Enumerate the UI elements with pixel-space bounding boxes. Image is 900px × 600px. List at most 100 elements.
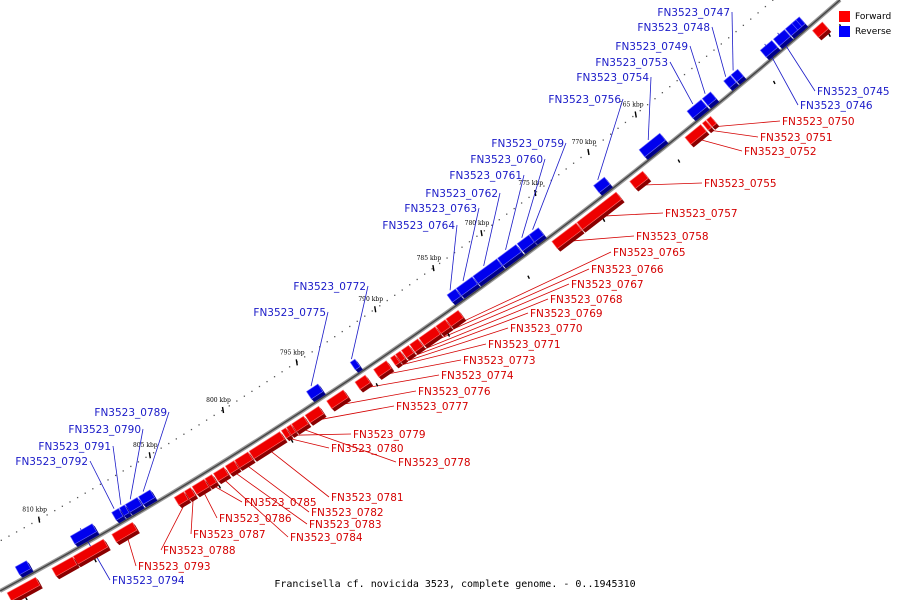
gene-label-fn3523_0748[interactable]: FN3523_0748 [637,22,710,34]
gene-label-fn3523_0767[interactable]: FN3523_0767 [571,279,644,291]
gene-label-fn3523_0776[interactable]: FN3523_0776 [418,386,491,398]
gene-fn3523_0786[interactable] [191,478,212,498]
gene-label-fn3523_0759[interactable]: FN3523_0759 [491,138,564,150]
gene-fn3523_0781[interactable] [248,431,288,462]
gene-label-fn3523_0770[interactable]: FN3523_0770 [510,323,583,335]
gene-label-fn3523_0764[interactable]: FN3523_0764 [382,220,455,232]
gene-fn3523_0760[interactable] [516,234,538,254]
gene-label-fn3523_0756[interactable]: FN3523_0756 [548,94,621,106]
gene-label-fn3523_0779[interactable]: FN3523_0779 [353,429,426,441]
gene-unlabeled[interactable] [812,21,832,41]
gene-fn3523_0750[interactable] [706,116,720,130]
gene-label-fn3523_0780[interactable]: FN3523_0780 [331,443,404,455]
gene-fn3523_0793[interactable] [111,521,140,546]
gene-fn3523_0783[interactable] [224,460,242,477]
gene-fn3523_0794[interactable] [69,523,100,548]
gene-fn3523_0770[interactable] [395,350,409,365]
gene-fn3523_0745[interactable] [772,29,794,49]
gene-label-fn3523_0772[interactable]: FN3523_0772 [293,281,366,293]
gene-fn3523_0788[interactable] [173,491,192,509]
gene-fn3523_0762[interactable] [472,258,506,287]
gene-label-fn3523_0771[interactable]: FN3523_0771 [488,339,561,351]
gene-label-fn3523_0750[interactable]: FN3523_0750 [782,116,855,128]
gene-label-fn3523_0794[interactable]: FN3523_0794 [112,575,185,587]
gene-fn3523_0756[interactable] [593,176,613,196]
gene-label-fn3523_0777[interactable]: FN3523_0777 [396,401,469,413]
gene-label-fn3523_0786[interactable]: FN3523_0786 [219,513,292,525]
gene-fn3523_0765[interactable] [445,309,467,330]
gene-fn3523_0782[interactable] [234,451,256,471]
gene-label-fn3523_0789[interactable]: FN3523_0789 [94,407,167,419]
gene-fn3523_0768[interactable] [409,338,426,355]
gene-fn3523_0775[interactable] [306,383,326,403]
gene-fn3523_0774[interactable] [354,374,374,393]
gene-label-fn3523_0774[interactable]: FN3523_0774 [441,370,514,382]
gene-fn3523_0771[interactable] [389,354,403,369]
gene-fn3523_0751[interactable] [701,120,715,134]
gene-fn3523_0787[interactable] [184,487,199,502]
gene-label-fn3523_0757[interactable]: FN3523_0757 [665,208,738,220]
gene-fn3523_0772[interactable] [349,358,363,373]
gene-fn3523_0769[interactable] [400,344,417,361]
gene-fn3523_0766[interactable] [435,319,454,337]
gene-fn3523_0780[interactable] [280,427,294,442]
gene-label-fn3523_0778[interactable]: FN3523_0778 [398,457,471,469]
gene-label-fn3523_0790[interactable]: FN3523_0790 [68,424,141,436]
gene-label-fn3523_0753[interactable]: FN3523_0753 [595,57,668,69]
gene-unlabeled[interactable] [6,576,43,600]
gene-fn3523_0747[interactable] [730,68,747,85]
gene-fn3523_0777[interactable] [304,405,327,426]
gene-label-fn3523_0755[interactable]: FN3523_0755 [704,178,777,190]
gene-fn3523_0764[interactable] [446,288,464,306]
gene-label-fn3523_0745[interactable]: FN3523_0745 [817,86,890,98]
gene-fn3523_0789[interactable] [138,489,158,508]
gene-fn3523_0749[interactable] [701,91,720,109]
gene-fn3523_0754[interactable] [638,132,669,160]
gene-label-fn3523_0760[interactable]: FN3523_0760 [470,154,543,166]
gene-fn3523_0776[interactable] [326,389,352,412]
gene-fn3523_0759[interactable] [528,227,547,245]
gene-label-fn3523_0762[interactable]: FN3523_0762 [425,188,498,200]
gene-label-fn3523_0766[interactable]: FN3523_0766 [591,264,664,276]
gene-label-fn3523_0758[interactable]: FN3523_0758 [636,231,709,243]
gene-label-fn3523_0749[interactable]: FN3523_0749 [615,41,688,53]
gene-label-fn3523_0765[interactable]: FN3523_0765 [613,247,686,259]
gene-unlabeled[interactable] [14,560,34,578]
gene-unlabeled[interactable] [791,19,805,34]
gene-fn3523_0763[interactable] [455,276,481,299]
gene-label-fn3523_0793[interactable]: FN3523_0793 [138,561,211,573]
gene-fn3523_0767[interactable] [418,326,444,349]
gene-fn3523_0757[interactable] [576,191,625,233]
gene-fn3523_0784[interactable] [212,466,232,485]
gene-label-fn3523_0746[interactable]: FN3523_0746 [800,100,873,112]
gene-label-fn3523_0773[interactable]: FN3523_0773 [463,355,536,367]
gene-fn3523_0790[interactable] [124,497,145,516]
gene-fn3523_0778[interactable] [291,415,312,435]
gene-label-fn3523_0775[interactable]: FN3523_0775 [253,307,326,319]
gene-unlabeled[interactable] [51,556,80,580]
gene-label-fn3523_0785[interactable]: FN3523_0785 [244,497,317,509]
gene-label-fn3523_0769[interactable]: FN3523_0769 [530,308,603,320]
gene-label-fn3523_0763[interactable]: FN3523_0763 [404,203,477,215]
gene-fn3523_0791[interactable] [118,504,133,519]
gene-label-fn3523_0791[interactable]: FN3523_0791 [38,441,111,453]
gene-label-fn3523_0747[interactable]: FN3523_0747 [657,7,730,19]
gene-fn3523_0755[interactable] [629,170,652,192]
gene-fn3523_0758[interactable] [551,222,585,252]
gene-label-fn3523_0768[interactable]: FN3523_0768 [550,294,623,306]
gene-label-fn3523_0788[interactable]: FN3523_0788 [163,545,236,557]
gene-fn3523_0785[interactable] [204,474,220,490]
gene-fn3523_0779[interactable] [286,424,299,438]
gene-label-fn3523_0751[interactable]: FN3523_0751 [760,132,833,144]
gene-fn3523_0746[interactable] [759,40,781,61]
gene-fn3523_0761[interactable] [497,244,525,269]
gene-label-fn3523_0782[interactable]: FN3523_0782 [311,507,384,519]
gene-unlabeled[interactable] [72,538,111,568]
gene-label-fn3523_0781[interactable]: FN3523_0781 [331,492,404,504]
gene-label-fn3523_0752[interactable]: FN3523_0752 [744,146,817,158]
gene-label-fn3523_0792[interactable]: FN3523_0792 [15,456,88,468]
gene-fn3523_0753[interactable] [686,99,710,122]
gene-fn3523_0748[interactable] [723,75,740,91]
gene-fn3523_0773[interactable] [373,360,395,380]
gene-label-fn3523_0787[interactable]: FN3523_0787 [193,529,266,541]
